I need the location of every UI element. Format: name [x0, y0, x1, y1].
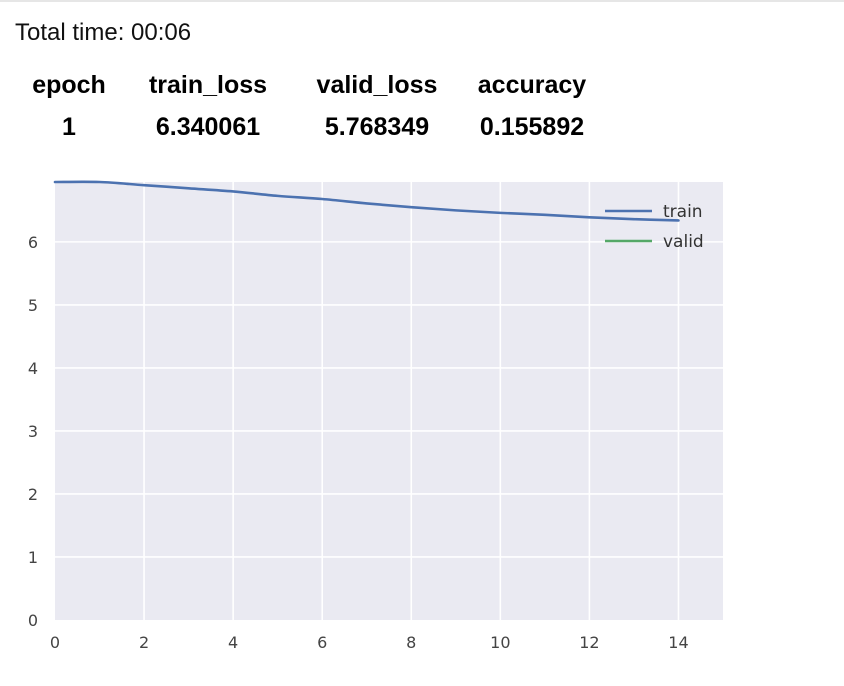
table-row: 1 6.340061 5.768349 0.155892	[14, 106, 602, 148]
x-tick-label: 14	[668, 633, 688, 652]
column-header-valid-loss: valid_loss	[316, 70, 438, 99]
series-line-train	[53, 180, 680, 222]
column-header-accuracy: accuracy	[477, 70, 587, 99]
cell-epoch: 1	[62, 112, 76, 141]
metrics-header-row: epoch train_loss valid_loss accuracy	[14, 64, 602, 106]
legend: train valid	[605, 202, 704, 252]
x-tick-label: 2	[139, 633, 149, 652]
legend-label-train: train	[663, 202, 703, 222]
y-tick-label: 0	[28, 611, 38, 630]
series-lines	[53, 180, 680, 222]
y-tick-label: 5	[28, 296, 38, 315]
x-tick-label: 8	[406, 633, 416, 652]
column-header-train-loss: train_loss	[148, 70, 268, 99]
y-tick-label: 3	[28, 422, 38, 441]
x-tick-label: 4	[228, 633, 238, 652]
cell-valid-loss: 5.768349	[324, 112, 430, 141]
y-tick-label: 4	[28, 359, 38, 378]
column-header-epoch: epoch	[32, 70, 106, 99]
top-border	[0, 0, 844, 2]
x-tick-label: 10	[490, 633, 510, 652]
x-tick-label: 6	[317, 633, 327, 652]
y-tick-label: 6	[28, 233, 38, 252]
y-tick-label: 1	[28, 548, 38, 567]
cell-train-loss: 6.340061	[155, 112, 261, 141]
x-tick-label: 12	[579, 633, 599, 652]
plot-area	[55, 182, 723, 620]
metrics-table: epoch train_loss valid_loss accuracy 1 6…	[14, 64, 602, 148]
total-time-label: Total time: 00:06	[15, 19, 192, 46]
x-tick-label: 0	[50, 633, 60, 652]
y-tick-label: 2	[28, 485, 38, 504]
legend-label-valid: valid	[663, 232, 704, 252]
cell-accuracy: 0.155892	[479, 112, 585, 141]
